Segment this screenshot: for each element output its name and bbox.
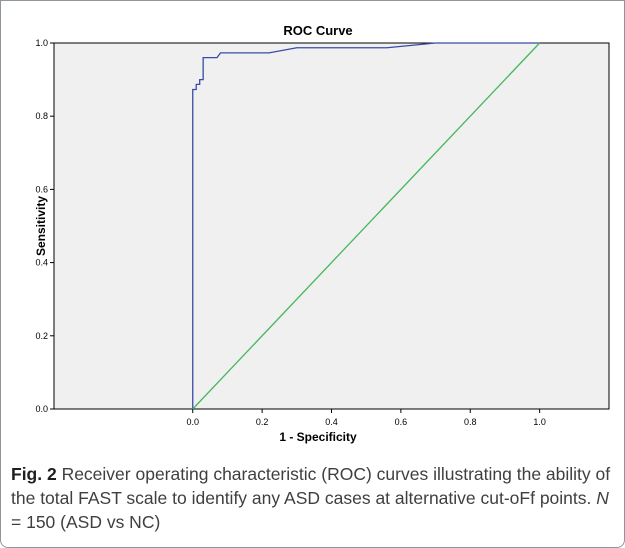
x-tick-label-5: 1.0: [533, 417, 546, 427]
y-tick-label-5: 1.0: [35, 38, 48, 48]
x-tick-label-3: 0.6: [395, 417, 408, 427]
reference-diagonal-line: [192, 42, 541, 410]
roc-chart: 0.0 0.2 0.4 0.6 0.8 1.0 0.0 0.2 0.4 0.6 0.8 1.0 ROC…: [34, 23, 610, 444]
caption-text: Receiver operating characteristic (ROC) …: [11, 464, 611, 508]
x-tick-label-1: 0.2: [256, 417, 269, 427]
y-tick-label-3: 0.6: [35, 184, 48, 194]
figure-caption: Fig. 2 Receiver operating characteristic…: [11, 462, 619, 534]
ticks-group: 0.0 0.2 0.4 0.6 0.8 1.0 0.0 0.2 0.4 0.6 0.8 1.0: [35, 38, 545, 427]
plot-area: [53, 42, 610, 410]
x-tick-label-0: 0.0: [186, 417, 199, 427]
sample-size-symbol: N: [596, 488, 609, 508]
y-tick-label-1: 0.2: [35, 331, 48, 341]
x-tick-label-2: 0.4: [325, 417, 338, 427]
figure-label: Fig. 2: [11, 464, 57, 484]
roc-curve-line: [192, 42, 540, 409]
y-tick-label-0: 0.0: [35, 404, 48, 414]
x-axis-title: 1 - Specificity: [279, 430, 357, 444]
y-tick-label-2: 0.4: [35, 258, 48, 268]
y-tick-label-4: 0.8: [35, 111, 48, 121]
chart-title: ROC Curve: [283, 23, 352, 38]
x-tick-label-4: 0.8: [464, 417, 477, 427]
caption-text-end: = 150 (ASD vs NC): [11, 512, 161, 532]
y-axis-title: Sensitivity: [34, 196, 48, 256]
series-group: [192, 42, 541, 410]
